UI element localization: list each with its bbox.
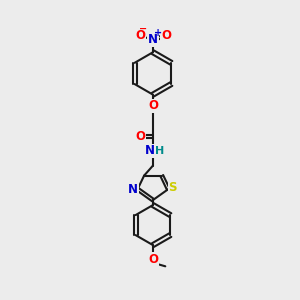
- Text: O: O: [148, 253, 158, 266]
- Text: N: N: [128, 183, 138, 196]
- Text: −: −: [139, 24, 147, 34]
- Text: H: H: [155, 146, 164, 156]
- Text: O: O: [135, 29, 145, 42]
- Text: N: N: [148, 33, 158, 46]
- Text: O: O: [161, 29, 171, 42]
- Text: +: +: [154, 28, 162, 38]
- Text: S: S: [168, 181, 177, 194]
- Text: O: O: [135, 130, 145, 143]
- Text: N: N: [144, 144, 154, 158]
- Text: O: O: [148, 99, 158, 112]
